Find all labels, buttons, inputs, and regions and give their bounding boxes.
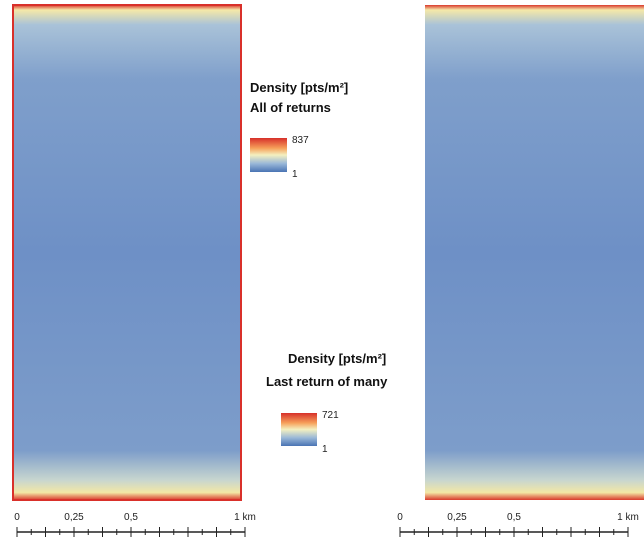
legend-subtitle: Last return of many — [266, 374, 388, 389]
scale-label: 0,5 — [124, 512, 138, 523]
colorbar-max: 721 — [322, 410, 339, 421]
scale-label: 1 km — [617, 512, 639, 523]
colorbar-min: 1 — [322, 444, 328, 455]
legend-title: Density [pts/m²] — [288, 351, 386, 366]
scale-bar: 0 0,25 0,5 1 km — [14, 512, 256, 537]
figure: Density [pts/m²] All of returns 837 1 De… — [0, 0, 644, 539]
scale-label: 1 km — [234, 512, 256, 523]
scale-label: 0,5 — [507, 512, 521, 523]
scale-label: 0,25 — [447, 512, 467, 523]
density-map-last — [425, 5, 644, 500]
legend-title: Density [pts/m²] — [250, 80, 348, 95]
legend-subtitle: All of returns — [250, 100, 331, 115]
scale-bar: 0 0,25 0,5 1 km — [397, 512, 639, 537]
colorbar-max: 837 — [292, 135, 309, 146]
colorbar — [281, 413, 317, 446]
colorbar-min: 1 — [292, 169, 298, 180]
scale-label: 0 — [397, 512, 403, 523]
scale-label: 0,25 — [64, 512, 84, 523]
colorbar — [250, 138, 287, 172]
density-map-all — [13, 5, 241, 500]
scale-label: 0 — [14, 512, 20, 523]
